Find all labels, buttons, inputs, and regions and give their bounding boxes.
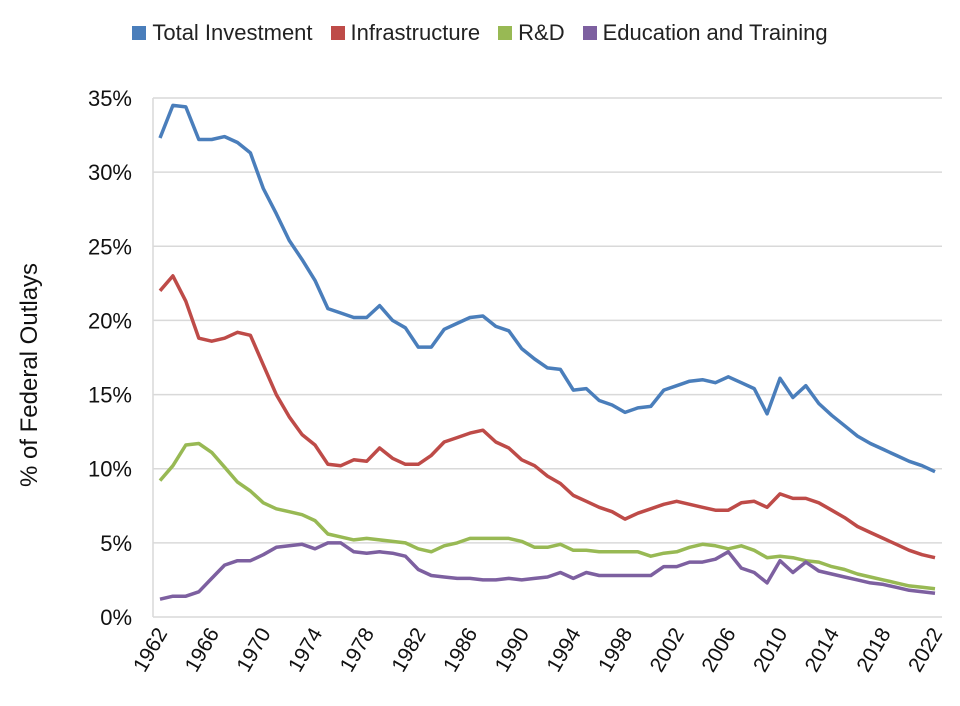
x-tick-label: 1986: [439, 624, 482, 676]
y-tick-label: 35%: [88, 86, 132, 111]
legend-swatch: [132, 26, 147, 40]
x-tick-label: 2014: [801, 624, 844, 676]
legend-label: Infrastructure: [350, 20, 481, 45]
legend-label: Total Investment: [152, 20, 313, 45]
series-line-education-and-training: [159, 541, 936, 601]
x-tick-label: 2006: [697, 624, 740, 676]
y-tick-label: 15%: [88, 383, 132, 408]
y-tick-label: 30%: [88, 160, 132, 185]
x-tick-label: 1966: [181, 624, 224, 676]
x-tick-label: 2010: [749, 624, 792, 676]
legend-label: Education and Training: [602, 20, 828, 45]
x-tick-label: 1970: [232, 624, 275, 676]
y-tick-label: 5%: [100, 531, 132, 556]
series-line-r-d: [158, 441, 936, 591]
legend-item-infrastructure: Infrastructure: [330, 20, 481, 46]
legend-swatch: [582, 26, 597, 40]
legend-swatch: [498, 26, 513, 40]
x-tick-label: 2002: [646, 624, 689, 676]
y-tick-label: 10%: [88, 457, 132, 482]
x-tick-label: 1974: [284, 624, 327, 676]
x-tick-label: 2018: [852, 624, 895, 676]
x-tick-label: 1978: [336, 624, 379, 676]
x-tick-label: 1982: [387, 624, 430, 676]
legend-item-education: Education and Training: [582, 20, 828, 46]
legend-item-rd: R&D: [498, 20, 565, 46]
y-tick-label: 0%: [100, 605, 132, 630]
legend-label: R&D: [518, 20, 565, 45]
x-tick-label: 1994: [542, 624, 585, 676]
series-line-infrastructure: [158, 274, 936, 560]
x-tick-label: 1990: [491, 624, 534, 676]
x-tick-label: 2022: [904, 624, 947, 676]
series-line-total-investment: [158, 103, 936, 474]
legend: Total Investment Infrastructure R&D Educ…: [0, 20, 960, 46]
y-tick-label: 25%: [88, 234, 132, 259]
legend-swatch: [330, 26, 345, 40]
x-tick-label: 1962: [129, 624, 172, 676]
x-tick-label: 1998: [594, 624, 637, 676]
y-tick-label: 20%: [88, 308, 132, 333]
legend-item-total-investment: Total Investment: [132, 20, 313, 46]
